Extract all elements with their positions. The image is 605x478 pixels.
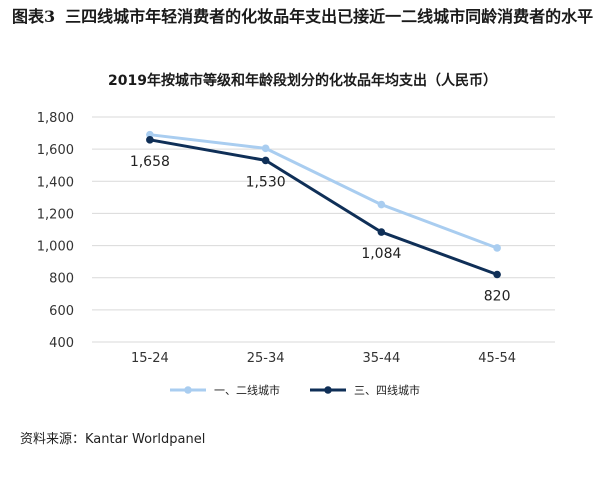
data-point [261, 156, 270, 165]
y-tick-label: 800 [49, 272, 74, 287]
series-line-1 [149, 133, 498, 250]
y-tick-label: 1,200 [37, 207, 74, 222]
data-label: 1,530 [246, 174, 286, 190]
y-tick-label: 1,800 [37, 111, 74, 126]
y-tick-label: 1,000 [37, 240, 74, 255]
data-point [261, 144, 270, 153]
data-point [493, 270, 501, 279]
x-tick-label: 15-24 [131, 351, 169, 366]
data-label: 820 [484, 289, 511, 305]
legend-swatch-marker [184, 386, 192, 394]
y-tick-label: 1,600 [37, 143, 74, 158]
legend-label: 三、四线城市 [354, 383, 420, 397]
data-label: 1,658 [130, 154, 170, 170]
data-point [377, 228, 386, 236]
figure-title-text: 三四线城市年轻消费者的化妆品年支出已接近一二线城市同龄消费者的水平 [65, 7, 594, 26]
y-tick-label: 600 [49, 304, 74, 319]
data-point [493, 244, 501, 252]
data-point [377, 200, 386, 209]
x-tick-label: 45-54 [478, 351, 516, 366]
figure-title: 图表3 三四线城市年轻消费者的化妆品年支出已接近一二线城市同龄消费者的水平 [12, 6, 597, 28]
source-note: 资料来源：Kantar Worldpanel [20, 432, 206, 447]
data-point [146, 136, 154, 144]
chart-title: 2019年按城市等级和年龄段划分的化妆品年均支出（人民币） [108, 73, 497, 89]
x-tick-label: 35-44 [362, 351, 400, 366]
y-tick-label: 1,400 [37, 175, 74, 190]
y-tick-label: 400 [49, 336, 74, 351]
x-tick-label: 25-34 [247, 351, 285, 366]
legend-label: 一、二线城市 [214, 383, 280, 397]
data-label: 1,084 [361, 246, 401, 262]
legend-swatch-marker [324, 386, 332, 394]
series-line-2 [149, 138, 498, 276]
figure-number: 图表3 [12, 7, 56, 26]
